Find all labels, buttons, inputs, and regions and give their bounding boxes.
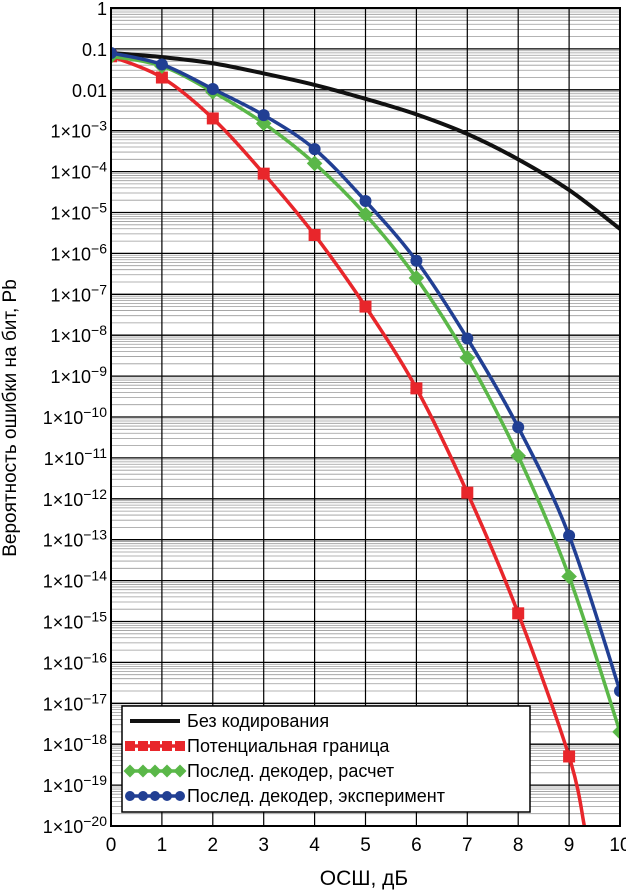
- legend-marker: [162, 791, 172, 801]
- x-tick-label: 10: [609, 835, 626, 856]
- legend-box: [121, 705, 531, 813]
- y-tick-labels: 1 0.1 0.01 1×10−3 1×10−4 1×10−5 1×10−6 1×10−7 1×…: [43, 0, 108, 837]
- legend-label: Послед. декодер, расчет: [187, 761, 394, 781]
- data-point: [308, 143, 321, 156]
- x-axis-label: ОСШ, дБ: [320, 867, 408, 890]
- y-tick-label: 1×10−6: [50, 240, 107, 264]
- y-tick-label: 1×10−3: [50, 118, 107, 142]
- plot-frame: [110, 7, 621, 827]
- data-point: [357, 206, 374, 223]
- legend-marker: [138, 741, 148, 751]
- y-axis-label: Вероятность ошибки на бит, Pb: [0, 279, 21, 557]
- y-tick-label: 1×10−10: [43, 404, 108, 428]
- y-tick-label: 1×10−4: [50, 159, 107, 183]
- legend-marker: [162, 741, 172, 751]
- data-point: [155, 58, 168, 71]
- y-tick-label: 0.1: [82, 40, 107, 60]
- x-tick-labels: 0 1 2 3 4 5 6 7 8 9 10: [106, 835, 626, 856]
- series-layer: [111, 46, 620, 826]
- data-point: [410, 254, 423, 267]
- y-tick-label: 1×10−20: [43, 813, 108, 837]
- y-tick-label: 1×10−19: [43, 772, 108, 796]
- y-tick-label: 1×10−12: [43, 486, 108, 510]
- legend-label: Без кодирования: [187, 711, 329, 731]
- y-tick-label: 1×10−9: [50, 363, 107, 387]
- x-tick-label: 2: [208, 835, 219, 856]
- legend-marker: [150, 741, 160, 751]
- legend-entry-potential-bound: Потенциальная граница: [125, 736, 390, 756]
- y-tick-label: 1×10−18: [43, 731, 108, 755]
- legend-marker: [175, 791, 185, 801]
- series-line: [111, 50, 620, 231]
- y-tick-label: 1×10−13: [43, 527, 108, 551]
- legend-marker: [173, 764, 187, 778]
- data-point: [563, 750, 576, 763]
- y-tick-label: 0.01: [72, 81, 107, 101]
- x-tick-label: 1: [157, 835, 168, 856]
- data-point: [408, 270, 425, 286]
- legend-label: Послед. декодер, эксперимент: [187, 786, 445, 806]
- data-point: [308, 228, 321, 241]
- legend: Без кодирования Потенциальная граница Посл…: [121, 705, 531, 813]
- legend-entry-seq-decoder-exp: Послед. декодер, эксперимент: [125, 786, 445, 806]
- data-point: [512, 421, 525, 434]
- data-point: [206, 82, 219, 95]
- legend-marker: [125, 791, 135, 801]
- data-point: [512, 607, 525, 620]
- legend-entry-seq-decoder-calc: Послед. декодер, расчет: [123, 761, 394, 781]
- y-tick-label: 1×10−14: [43, 568, 108, 592]
- legend-entry-uncoded: Без кодирования: [130, 711, 329, 731]
- y-tick-label: 1×10−5: [50, 200, 107, 224]
- legend-marker: [175, 741, 185, 751]
- legend-marker: [138, 791, 148, 801]
- legend-marker: [136, 764, 150, 778]
- legend-marker: [125, 741, 135, 751]
- data-point: [510, 448, 526, 464]
- data-point: [359, 300, 372, 313]
- y-tick-label: 1×10−8: [50, 322, 107, 346]
- data-point: [612, 724, 620, 740]
- x-tick-label: 5: [360, 835, 371, 856]
- data-point: [410, 382, 423, 395]
- data-point: [206, 112, 219, 125]
- grid: [110, 7, 621, 827]
- x-tick-label: 6: [411, 835, 422, 856]
- legend-marker: [160, 764, 174, 778]
- series-potential-bound: [111, 50, 587, 826]
- data-point: [257, 109, 270, 122]
- data-point: [306, 155, 323, 172]
- legend-marker: [148, 764, 162, 778]
- data-point: [111, 46, 117, 59]
- data-point: [614, 685, 620, 698]
- data-point: [257, 167, 270, 180]
- x-tick-label: 8: [513, 835, 524, 856]
- x-tick-label: 3: [258, 835, 269, 856]
- y-tick-label: 1×10−15: [43, 609, 108, 633]
- data-point: [461, 486, 474, 499]
- x-tick-label: 9: [564, 835, 575, 856]
- y-tick-label: 1×10−17: [43, 690, 108, 714]
- data-point: [563, 529, 576, 542]
- data-point: [461, 332, 474, 345]
- x-tick-label: 0: [106, 835, 117, 856]
- y-tick-label: 1×10−11: [44, 445, 107, 469]
- data-point: [459, 349, 476, 366]
- legend-label: Потенциальная граница: [187, 736, 390, 756]
- data-point: [561, 568, 577, 585]
- legend-marker: [123, 764, 137, 778]
- data-point: [155, 71, 168, 84]
- y-tick-label: 1×10−7: [50, 281, 107, 305]
- legend-marker: [150, 791, 160, 801]
- y-tick-label: 1: [97, 0, 107, 19]
- series-seq-decoder-exp: [111, 46, 620, 698]
- x-tick-label: 4: [309, 835, 320, 856]
- data-point: [359, 195, 372, 208]
- series-uncoded: [111, 50, 620, 231]
- x-tick-label: 7: [462, 835, 473, 856]
- y-tick-label: 1×10−16: [43, 649, 108, 673]
